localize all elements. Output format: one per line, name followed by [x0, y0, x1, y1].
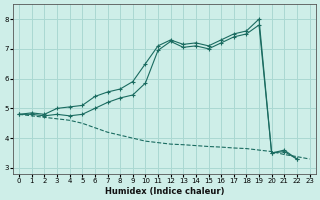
- X-axis label: Humidex (Indice chaleur): Humidex (Indice chaleur): [105, 187, 224, 196]
